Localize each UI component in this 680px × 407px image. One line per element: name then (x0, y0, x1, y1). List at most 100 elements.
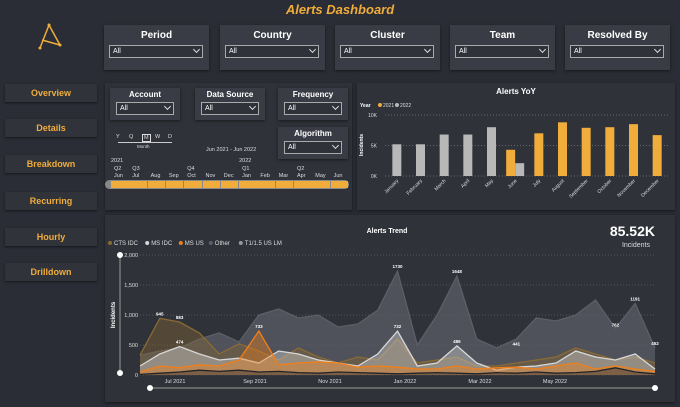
sidebar-item-hourly[interactable]: Hourly (5, 228, 97, 246)
legend-label: 2021 (383, 103, 394, 109)
timeline-month-cell[interactable] (111, 181, 129, 188)
granularity-D[interactable]: D (168, 134, 172, 140)
line-t1-1-5-us-lm (139, 367, 656, 376)
filter-dropdown[interactable]: All (455, 45, 549, 58)
timeline-month-cell[interactable] (312, 181, 330, 188)
area-ms-us (140, 331, 655, 375)
data-label: 486 (453, 339, 461, 344)
data-label: 883 (176, 315, 184, 320)
kpi-label: Incidents (621, 242, 650, 249)
timeline-month: Mar (278, 173, 289, 179)
sidebar-item-breakdown[interactable]: Breakdown (5, 155, 97, 173)
chevron-down-icon (163, 102, 172, 111)
dropdown-value: All (113, 48, 121, 55)
x-slider-handle-left[interactable] (147, 385, 153, 391)
bar-2022 (439, 134, 449, 176)
timeline-quarter: Q4 (187, 166, 195, 172)
x-tick: May (484, 178, 495, 189)
timeline-month: Feb (260, 173, 270, 179)
bar-2021 (534, 133, 544, 176)
slicer-dropdown[interactable]: All (116, 102, 174, 115)
filter-cluster: Cluster All (335, 25, 440, 70)
sidebar-item-overview[interactable]: Overview (5, 84, 97, 102)
filter-label: Cluster (370, 30, 405, 41)
timeline-month-cell[interactable] (294, 181, 312, 188)
y-axis-label: Incidents (359, 134, 365, 156)
granularity-label: Month (137, 144, 150, 149)
chevron-down-icon (331, 141, 340, 150)
filter-dropdown[interactable]: All (109, 45, 203, 58)
sidebar-item-recurring[interactable]: Recurring (5, 192, 97, 210)
slicer-label: Data Source (206, 90, 254, 99)
chevron-down-icon (248, 102, 257, 111)
granularity-Q[interactable]: Q (129, 134, 134, 140)
chevron-down-icon (423, 45, 432, 54)
y-slider-handle-top[interactable] (117, 252, 123, 258)
x-tick: July (532, 178, 543, 189)
legend-label: 2022 (400, 103, 411, 109)
dropdown-value: All (344, 48, 352, 55)
x-tick: Nov 2021 (318, 379, 342, 385)
alerts-trend-panel: Alerts Trend CTS IDC MS IDC MS US Other T1/1.… (105, 215, 675, 402)
y-tick: 1,000 (124, 313, 138, 319)
slicer-account: Account All (110, 88, 180, 120)
timeline-month-cell[interactable] (257, 181, 275, 188)
granularity-Y[interactable]: Y (116, 134, 120, 140)
legend-marker (145, 241, 150, 245)
legend-marker (108, 241, 112, 245)
sidebar-item-drilldown[interactable]: Drilldown (5, 263, 97, 281)
timeline-month-cell[interactable] (202, 181, 220, 188)
x-slider-handle-right[interactable] (652, 385, 658, 391)
bar-2022 (416, 144, 425, 176)
granularity-M[interactable]: M (142, 134, 151, 142)
filter-dropdown[interactable]: All (225, 45, 319, 58)
data-label: 732 (394, 324, 402, 329)
bar-2021 (652, 135, 662, 176)
chart-title: Alerts YoY (496, 87, 536, 96)
timeline-month: Dec (223, 173, 234, 179)
timeline-month: Nov (205, 173, 216, 179)
y-slider-handle-bottom[interactable] (117, 370, 123, 376)
sidebar-item-details[interactable]: Details (5, 119, 97, 137)
slicer-dropdown[interactable]: All (284, 141, 342, 154)
slicer-dropdown[interactable]: All (284, 102, 342, 115)
slicer-frequency: Frequency All (278, 88, 348, 120)
legend-label: MS IDC (151, 241, 173, 247)
bar-2021 (605, 127, 615, 176)
timeline-month-cell[interactable] (220, 181, 239, 188)
chevron-down-icon (331, 102, 340, 111)
timeline-month-cell[interactable] (147, 181, 166, 188)
y-tick: 2,000 (124, 253, 138, 259)
bar-2021 (629, 124, 638, 176)
filter-dropdown[interactable]: All (570, 45, 664, 58)
data-label: 1730 (392, 264, 403, 269)
granularity-slider[interactable] (118, 142, 172, 143)
timeline-month-cell[interactable] (165, 181, 184, 188)
filter-label: Resolved By (587, 30, 648, 41)
x-tick: Jul 2021 (165, 379, 186, 385)
x-tick: Jan 2022 (394, 379, 417, 385)
slicer-dropdown[interactable]: All (201, 102, 259, 115)
data-label: 1191 (630, 297, 640, 302)
granularity-W[interactable]: W (155, 134, 161, 140)
y-tick: 0 (135, 373, 138, 379)
filter-resolved-by: Resolved By All (565, 25, 670, 70)
data-label: 733 (255, 324, 263, 329)
timeline-month-cell[interactable] (184, 181, 202, 188)
timeline-month-cell[interactable] (239, 181, 257, 188)
y-tick: 0K (371, 174, 378, 180)
legend-label: Other (215, 241, 230, 247)
x-tick: March (434, 178, 448, 192)
slicer-label: Account (129, 90, 161, 99)
legend-marker (395, 103, 399, 107)
timeline-month-cell[interactable] (330, 181, 349, 188)
timeline-month-cell[interactable] (129, 181, 147, 188)
alerts-yoy-panel: Alerts YoY Year 2021 2022 0K 5K 10K Incidents Ja… (357, 83, 675, 210)
y-tick: 1,500 (124, 283, 138, 289)
filter-dropdown[interactable]: All (340, 45, 434, 58)
timeline-month-cell[interactable] (275, 181, 294, 188)
timeline-month: Jun (333, 173, 343, 179)
page-title: Alerts Dashboard (285, 2, 395, 17)
data-label: 441 (513, 342, 521, 347)
y-tick: 5K (371, 144, 378, 150)
